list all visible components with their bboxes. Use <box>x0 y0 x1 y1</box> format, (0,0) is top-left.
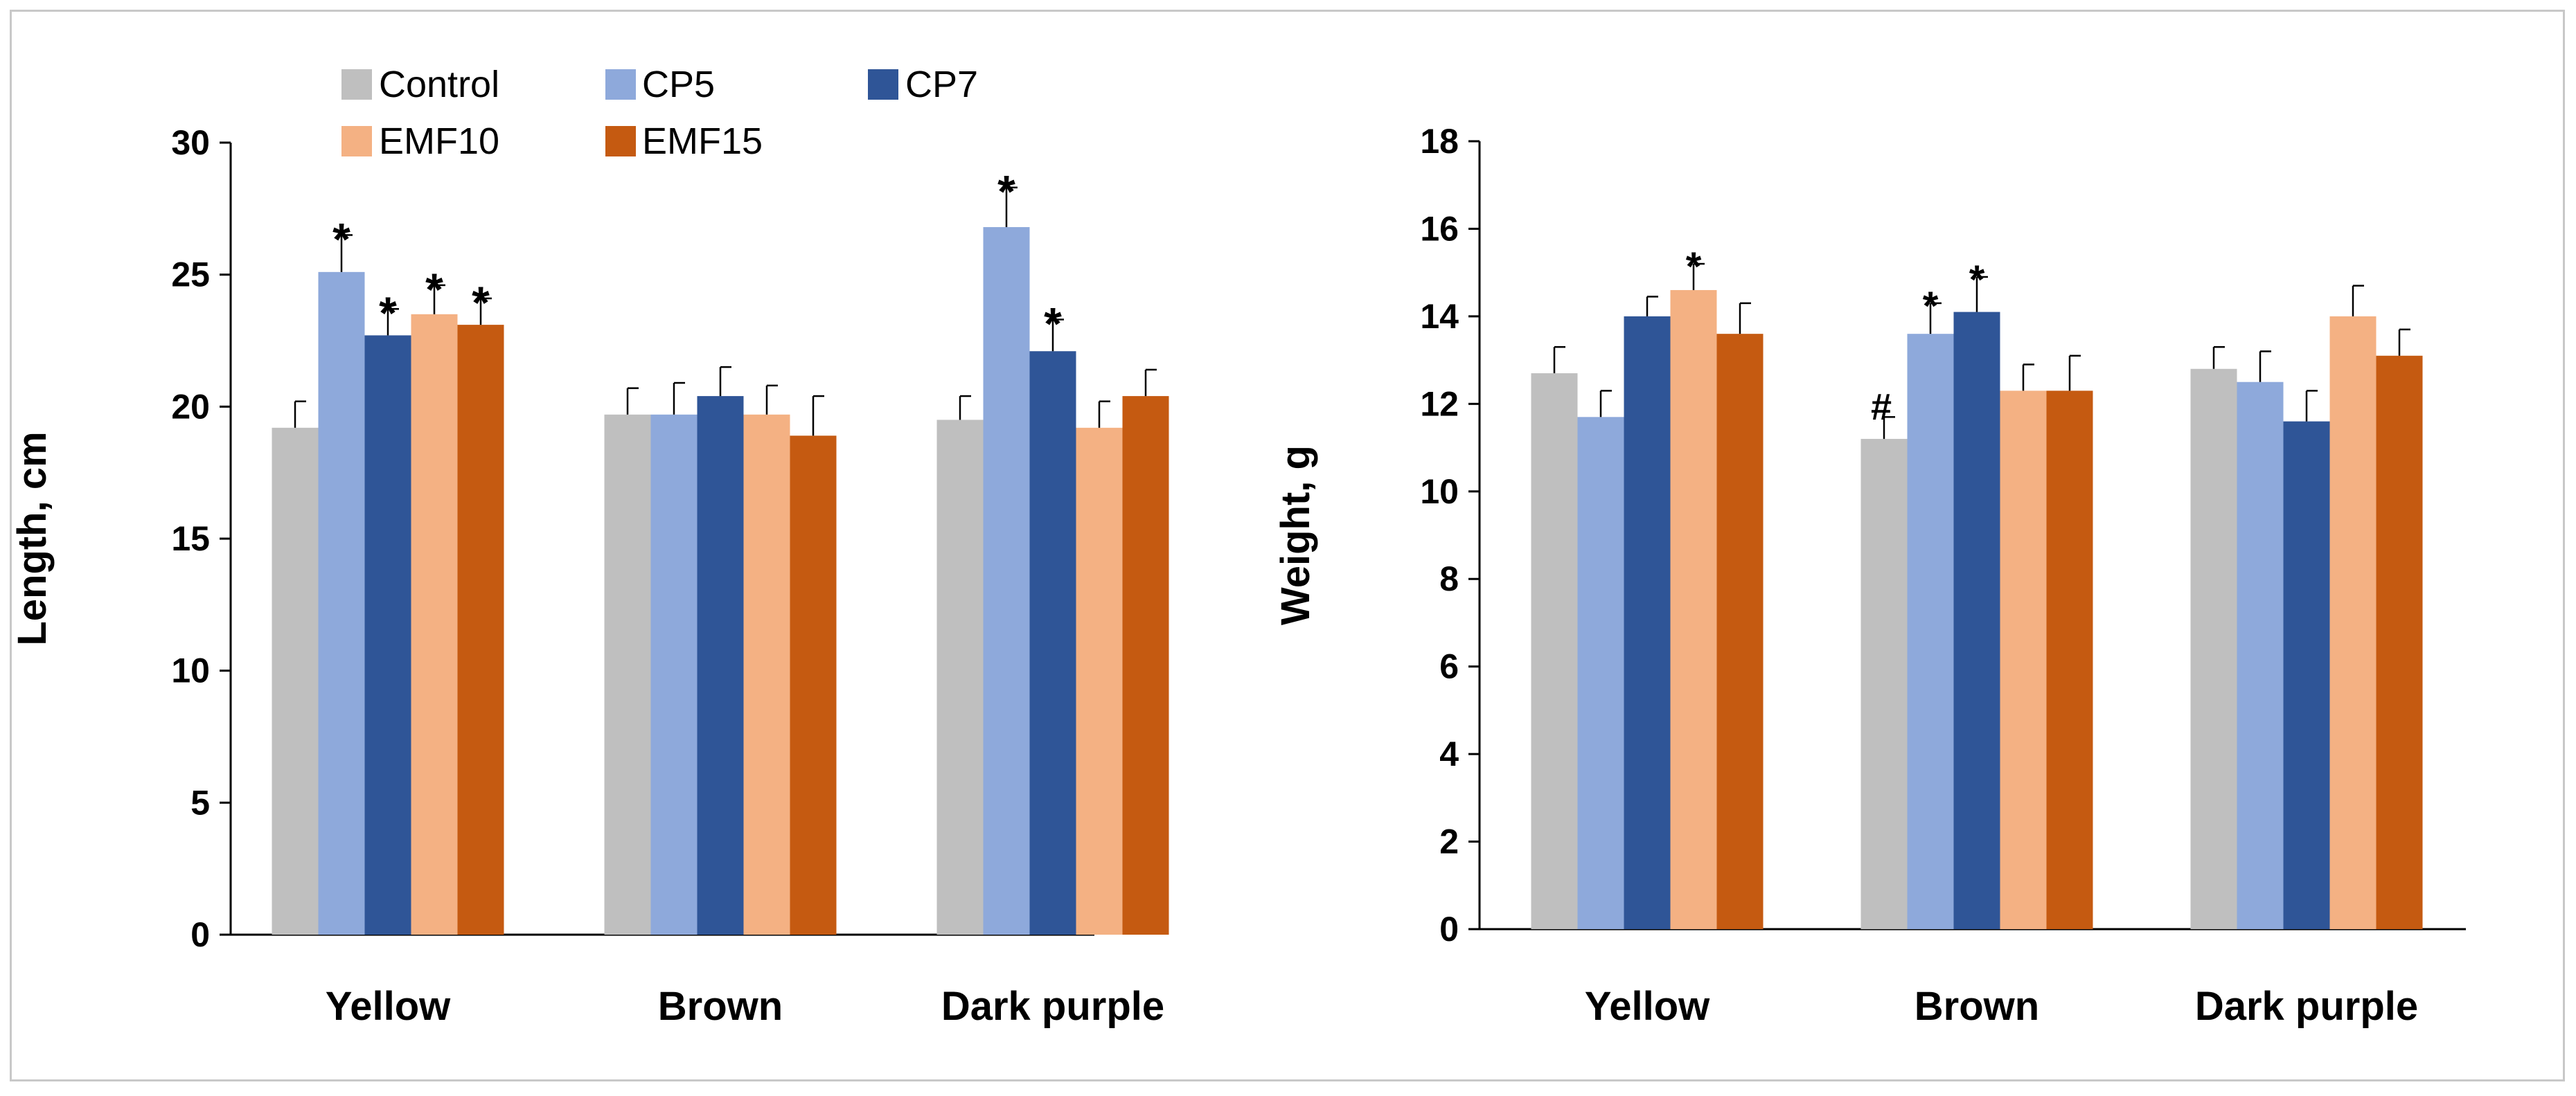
chart2-category-label-yellow: Yellow <box>1585 984 1710 1029</box>
legend-label-cp7: CP7 <box>905 64 978 105</box>
chart2-y-tick-label: 18 <box>1420 122 1459 161</box>
chart1-y-axis-label: Length, cm <box>10 431 55 645</box>
chart1-y-tick-label: 25 <box>171 255 210 294</box>
chart2-significance-mark-brown-control: # <box>1871 386 1892 428</box>
legend-label-control: Control <box>379 64 499 105</box>
chart2-bar-dark-purple-cp5 <box>2237 381 2284 929</box>
chart2-y-tick-label: 2 <box>1439 823 1459 861</box>
chart1-significance-mark-yellow-emf10: * <box>425 264 443 315</box>
chart2-y-tick-label: 0 <box>1439 910 1459 949</box>
chart1-bar-dark-purple-control <box>936 420 984 935</box>
chart2-y-tick-label: 10 <box>1420 472 1459 511</box>
chart2-bar-dark-purple-control <box>2190 368 2237 929</box>
legend-item-emf10: EMF10 <box>341 120 499 162</box>
chart2-bar-yellow-cp7 <box>1624 316 1671 929</box>
chart1-bar-yellow-cp5 <box>318 271 365 935</box>
chart1-bar-brown-cp5 <box>650 414 698 935</box>
chart2-bar-yellow-control <box>1531 373 1578 929</box>
chart1-bar-dark-purple-emf10 <box>1076 427 1123 935</box>
chart2-significance-mark-brown-cp5: * <box>1923 284 1939 329</box>
chart1-bar-dark-purple-emf15 <box>1122 396 1169 935</box>
chart1-bar-brown-control <box>604 414 651 935</box>
chart2-bar-dark-purple-cp7 <box>2283 421 2330 929</box>
chart1-y-tick-label: 5 <box>190 783 210 822</box>
chart2-y-tick-label: 6 <box>1439 647 1459 686</box>
chart1-significance-mark-dark-purple-cp5: * <box>997 166 1015 217</box>
chart1-bar-dark-purple-cp7 <box>1029 351 1076 935</box>
legend-swatch-emf10 <box>341 126 372 156</box>
chart2-category-label-dark-purple: Dark purple <box>2195 984 2418 1029</box>
chart2-y-tick-label: 16 <box>1420 209 1459 248</box>
chart2-bar-brown-cp5 <box>1907 334 1954 930</box>
chart1-bar-yellow-emf10 <box>411 314 458 935</box>
legend-label-emf10: EMF10 <box>379 120 499 162</box>
legend-item-control: Control <box>341 64 499 105</box>
legend-label-cp5: CP5 <box>642 64 715 105</box>
chart1-category-label-brown: Brown <box>658 984 783 1029</box>
chart1-significance-mark-yellow-emf15: * <box>472 277 490 328</box>
chart1-category-label-yellow: Yellow <box>326 984 451 1029</box>
chart1-bar-brown-cp7 <box>697 396 744 935</box>
chart2-bar-yellow-cp5 <box>1577 417 1624 929</box>
chart1-bar-brown-emf15 <box>790 435 837 935</box>
chart2-bar-brown-control <box>1860 438 1908 929</box>
legend-item-cp7: CP7 <box>868 64 978 105</box>
legend-label-emf15: EMF15 <box>642 120 763 162</box>
chart1-y-tick-label: 0 <box>190 915 210 954</box>
figure-frame <box>10 10 2565 1081</box>
chart1-significance-mark-yellow-cp5: * <box>332 213 350 264</box>
legend: Control CP5 CP7 EMF10 EMF15 <box>341 64 978 162</box>
chart1-bar-brown-emf10 <box>743 414 790 935</box>
chart2-y-axis-label: Weight, g <box>1273 445 1318 625</box>
chart2-significance-mark-yellow-emf10: * <box>1686 244 1702 289</box>
chart1-significance-mark-yellow-cp7: * <box>379 287 397 339</box>
legend-item-emf15: EMF15 <box>605 120 763 162</box>
chart2-y-tick-label: 4 <box>1439 735 1459 773</box>
chart2-bar-brown-emf15 <box>2046 390 2093 929</box>
legend-swatch-emf15 <box>605 126 636 156</box>
chart1-bar-yellow-cp7 <box>364 335 411 935</box>
legend-swatch-control <box>341 69 372 100</box>
chart1-bar-dark-purple-cp5 <box>983 227 1030 935</box>
chart1-y-tick-label: 15 <box>171 519 210 558</box>
legend-swatch-cp7 <box>868 69 898 100</box>
chart2-y-tick-label: 12 <box>1420 384 1459 423</box>
chart2-bar-dark-purple-emf10 <box>2329 316 2377 929</box>
chart1-panel: 0 5 10 15 20 25 30 Length, cm Yellow Brown Dark pu… <box>10 123 1169 1029</box>
chart2-y-tick-label: 8 <box>1439 559 1459 598</box>
chart2-significance-mark-brown-cp7: * <box>1969 258 1985 303</box>
chart2-bar-brown-cp7 <box>1953 312 2000 930</box>
chart1-y-tick-label: 20 <box>171 387 210 426</box>
chart2-category-label-brown: Brown <box>1915 984 2039 1029</box>
legend-item-cp5: CP5 <box>605 64 715 105</box>
chart2-panel: 0 2 4 6 8 10 12 14 16 18 Weight, g Yellow Brown Dark … <box>1273 122 2466 1029</box>
chart2-y-tick-label: 14 <box>1420 297 1459 336</box>
chart2-bar-dark-purple-emf15 <box>2376 355 2423 929</box>
chart2-bar-brown-emf10 <box>2000 390 2047 929</box>
chart1-y-tick-label: 30 <box>171 123 210 162</box>
chart1-y-tick-label: 10 <box>171 652 210 690</box>
chart2-bar-yellow-emf15 <box>1716 334 1764 930</box>
chart1-significance-mark-dark-purple-cp7: * <box>1044 298 1062 349</box>
chart1-bar-yellow-emf15 <box>457 325 504 935</box>
chart2-bar-yellow-emf10 <box>1670 289 1717 929</box>
chart1-category-label-dark-purple: Dark purple <box>941 984 1164 1029</box>
chart1-bar-yellow-control <box>272 427 319 935</box>
legend-swatch-cp5 <box>605 69 636 100</box>
